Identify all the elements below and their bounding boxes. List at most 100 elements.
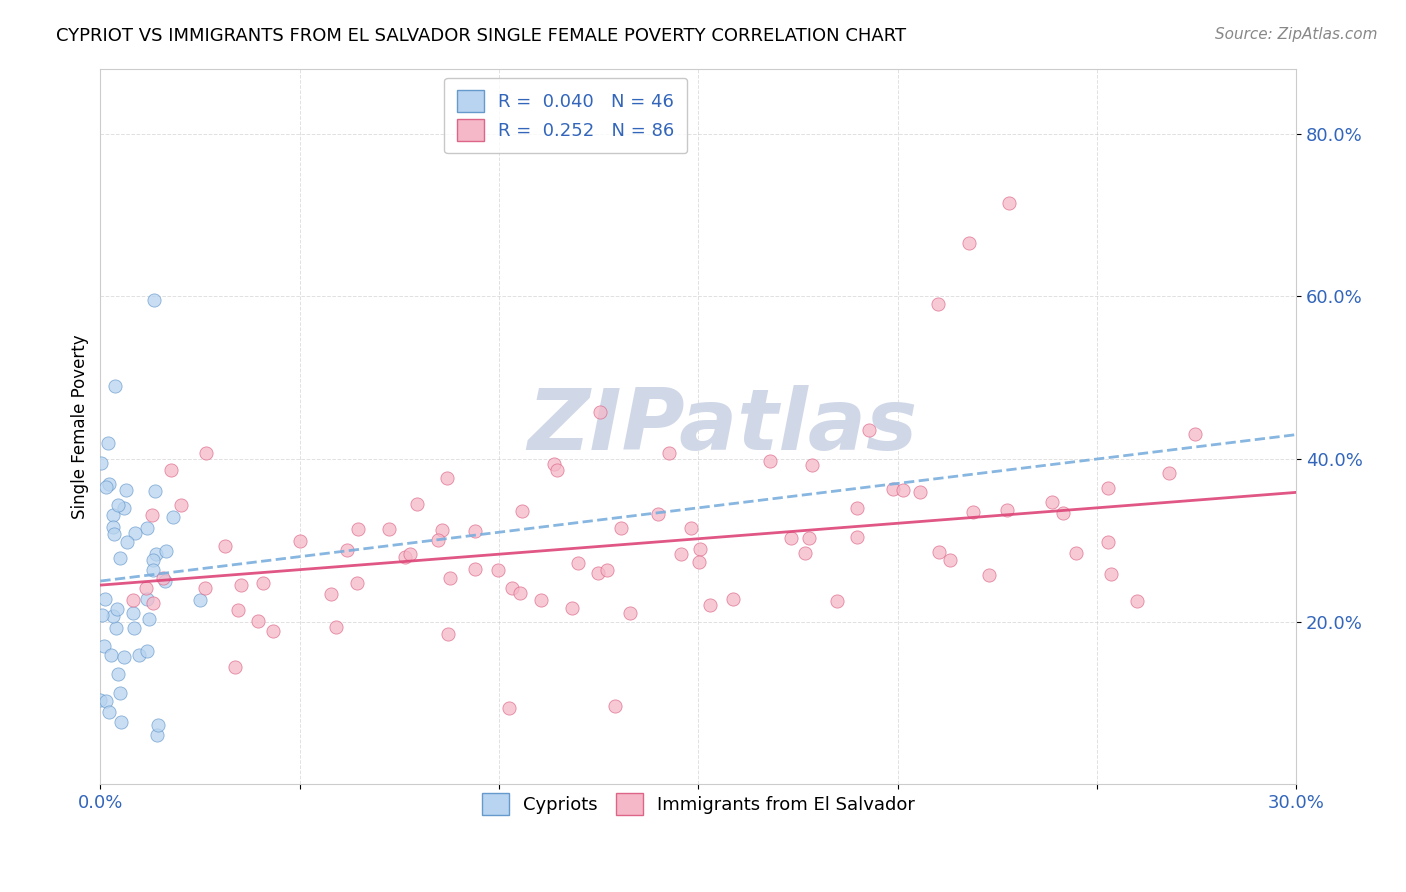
Point [543,457,565,471]
Text: Source: ZipAtlas.com: Source: ZipAtlas.com [1215,27,1378,42]
Point [647,508,669,522]
Point [162,509,184,524]
Point [252,575,274,590]
Point [346,576,368,591]
Point [759,454,782,468]
Point [128,648,150,663]
Point [464,562,486,576]
Point [1064,546,1087,560]
Point [529,593,551,607]
Point [464,524,486,538]
Point [101,608,124,623]
Point [962,505,984,519]
Legend: Cypriots, Immigrants from El Salvador: Cypriots, Immigrants from El Salvador [471,781,927,825]
Point [825,594,848,608]
Point [319,587,342,601]
Point [699,598,721,612]
Point [112,500,135,515]
Point [110,550,132,565]
Point [262,624,284,639]
Point [610,521,633,535]
Point [94,694,117,708]
Point [142,553,165,567]
Point [93,639,115,653]
Point [995,503,1018,517]
Point [486,563,509,577]
Point [437,627,460,641]
Point [509,585,531,599]
Point [145,548,167,562]
Point [501,581,523,595]
Point [845,500,868,515]
Point [688,555,710,569]
Point [94,480,117,494]
Point [378,522,401,536]
Point [679,521,702,535]
Text: ZIPatlas: ZIPatlas [527,385,917,468]
Point [589,405,612,419]
Point [121,606,143,620]
Point [882,482,904,496]
Point [214,539,236,553]
Point [107,602,129,616]
Point [1184,426,1206,441]
Point [135,592,157,607]
Point [427,533,450,547]
Point [159,462,181,476]
Point [103,520,125,534]
Point [669,547,692,561]
Point [430,523,453,537]
Point [108,685,131,699]
Point [801,458,824,473]
Point [1040,494,1063,508]
Point [858,424,880,438]
Point [97,435,120,450]
Point [94,592,117,607]
Point [110,714,132,729]
Point [586,566,609,581]
Point [721,592,744,607]
Point [325,620,347,634]
Point [135,521,157,535]
Point [927,297,949,311]
Point [794,546,817,560]
Point [103,508,125,522]
Point [510,503,533,517]
Point [797,531,820,545]
Point [1099,566,1122,581]
Point [346,522,368,536]
Point [122,621,145,635]
Point [439,571,461,585]
Point [246,614,269,628]
Point [846,529,869,543]
Point [195,446,218,460]
Point [779,531,801,545]
Point [124,526,146,541]
Point [138,612,160,626]
Point [928,545,950,559]
Point [107,667,129,681]
Point [405,497,427,511]
Point [103,527,125,541]
Point [115,535,138,549]
Point [567,556,589,570]
Point [394,549,416,564]
Point [1052,507,1074,521]
Point [547,463,569,477]
Point [595,563,617,577]
Point [104,379,127,393]
Point [152,570,174,584]
Point [957,236,980,251]
Point [155,544,177,558]
Point [89,693,111,707]
Point [90,608,112,623]
Point [1159,466,1181,480]
Point [619,606,641,620]
Point [561,600,583,615]
Point [153,574,176,589]
Text: CYPRIOT VS IMMIGRANTS FROM EL SALVADOR SINGLE FEMALE POVERTY CORRELATION CHART: CYPRIOT VS IMMIGRANTS FROM EL SALVADOR S… [56,27,907,45]
Point [194,581,217,595]
Point [603,698,626,713]
Point [398,547,420,561]
Y-axis label: Single Female Poverty: Single Female Poverty [72,334,89,519]
